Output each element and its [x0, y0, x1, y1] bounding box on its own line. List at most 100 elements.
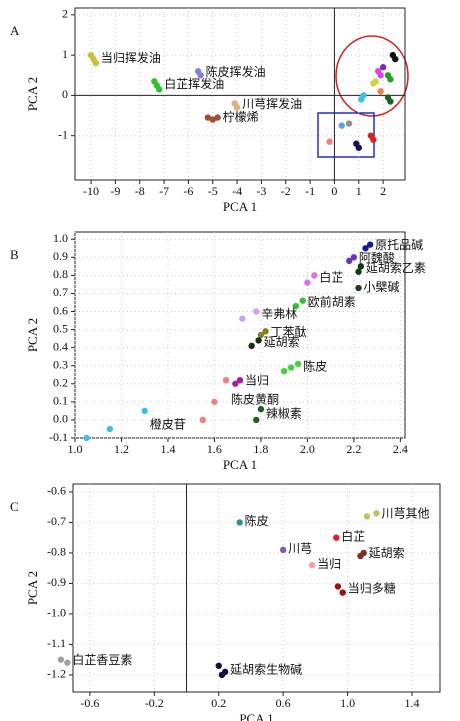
point — [215, 662, 222, 669]
point — [83, 434, 90, 442]
x-tick-label: 0.2 — [211, 696, 226, 710]
point — [233, 104, 241, 111]
x-axis-label: PCA 1 — [239, 711, 273, 721]
point — [299, 297, 306, 304]
point — [280, 367, 288, 375]
x-tick-label: -1 — [305, 184, 315, 198]
x-tick-label: -8 — [135, 184, 145, 198]
point — [366, 241, 374, 248]
point — [64, 659, 71, 666]
x-axis-label: PCA 1 — [223, 457, 257, 472]
point — [338, 122, 345, 129]
point — [239, 315, 246, 322]
x-tick-label: -7 — [159, 184, 169, 198]
point — [287, 364, 295, 371]
point-label: 川芎 — [288, 542, 312, 556]
y-axis-label: PCA 2 — [25, 571, 40, 605]
point-label: 丁苯酞 — [271, 324, 307, 339]
y-tick-label: 1.0 — [53, 231, 68, 245]
point — [350, 254, 358, 261]
x-tick-label: 1.8 — [253, 442, 268, 456]
x-axis-label: PCA 1 — [223, 199, 257, 214]
x-tick-label: 0.6 — [276, 696, 291, 710]
point-label: 原托品碱 — [375, 238, 423, 252]
point-label: 当归 — [245, 374, 269, 388]
point — [326, 138, 333, 145]
point-label: 橙皮苷 — [150, 417, 186, 432]
point — [236, 376, 244, 384]
point — [232, 380, 239, 387]
point — [294, 360, 302, 368]
point — [372, 78, 379, 85]
point — [304, 279, 311, 286]
point — [253, 308, 260, 315]
point-label: 陈皮 — [303, 358, 327, 373]
point-label: 辛弗林 — [261, 307, 297, 321]
x-tick-label: 2.4 — [393, 442, 408, 456]
point-label: 小檗碱 — [364, 279, 400, 294]
point-label: 陈皮黄酮 — [231, 391, 279, 406]
point — [308, 561, 316, 569]
x-tick-label: -10 — [83, 184, 99, 198]
point — [355, 284, 362, 292]
point — [377, 72, 384, 79]
point-label: 延胡索乙素 — [366, 261, 426, 275]
y-tick-label: 1 — [62, 47, 68, 61]
point — [334, 583, 342, 590]
y-tick-label: -1 — [58, 127, 68, 141]
x-tick-label: -2 — [281, 184, 291, 198]
y-axis-label: PCA 2 — [25, 318, 40, 352]
y-tick-label: 0 — [62, 87, 68, 101]
point — [106, 425, 114, 433]
y-tick-label: -0.9 — [47, 575, 66, 589]
point — [253, 416, 260, 424]
point — [357, 263, 365, 270]
point — [311, 272, 318, 279]
point-label: 阿魏酸 — [359, 250, 395, 265]
plot-frame — [74, 231, 406, 439]
x-tick-label: -9 — [110, 184, 120, 198]
point — [236, 519, 243, 526]
point — [387, 76, 394, 83]
point — [333, 534, 340, 541]
point — [209, 116, 216, 123]
plot-frame — [74, 7, 406, 181]
point-label: 白芷 — [319, 270, 343, 285]
point — [248, 342, 255, 350]
panel-label: A — [10, 23, 20, 38]
point — [204, 114, 212, 121]
point — [377, 88, 384, 95]
point — [141, 407, 148, 415]
highlight-box — [317, 112, 375, 158]
point-label: 延胡索 — [369, 546, 405, 560]
y-tick-label: 0.9 — [53, 249, 68, 263]
point — [362, 245, 369, 252]
point-label: 柠檬烯 — [223, 109, 259, 124]
x-tick-label: 1.2 — [114, 442, 129, 456]
point — [257, 405, 265, 413]
x-tick-label: 0 — [331, 184, 337, 198]
x-tick-label: 1.6 — [207, 442, 222, 456]
y-tick-label: 0.4 — [53, 339, 68, 353]
y-tick-label: -0.7 — [47, 514, 66, 528]
x-tick-label: -3 — [256, 184, 266, 198]
plot-frame — [72, 483, 441, 693]
highlight-circle — [335, 35, 409, 117]
point — [360, 549, 367, 557]
x-tick-label: -0.2 — [145, 696, 164, 710]
point-label: 延胡索 — [264, 335, 300, 349]
point — [221, 668, 229, 676]
x-tick-label: -0.6 — [80, 696, 99, 710]
point — [355, 144, 362, 151]
point — [346, 257, 353, 265]
point — [214, 114, 221, 121]
point — [255, 337, 262, 344]
y-tick-label: 0.1 — [53, 394, 68, 408]
y-tick-label: 0.3 — [53, 357, 68, 371]
y-tick-label: 0.2 — [53, 376, 68, 390]
point-label: 白芷挥发油 — [164, 76, 224, 91]
point-label: 当归 — [317, 557, 341, 571]
point — [387, 98, 394, 105]
x-tick-label: 1 — [356, 184, 362, 198]
y-tick-label: 0.7 — [53, 285, 68, 299]
